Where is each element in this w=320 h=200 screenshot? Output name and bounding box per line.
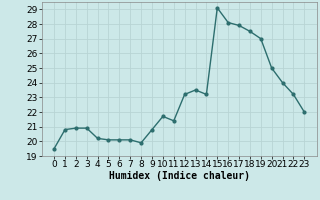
X-axis label: Humidex (Indice chaleur): Humidex (Indice chaleur) — [109, 171, 250, 181]
